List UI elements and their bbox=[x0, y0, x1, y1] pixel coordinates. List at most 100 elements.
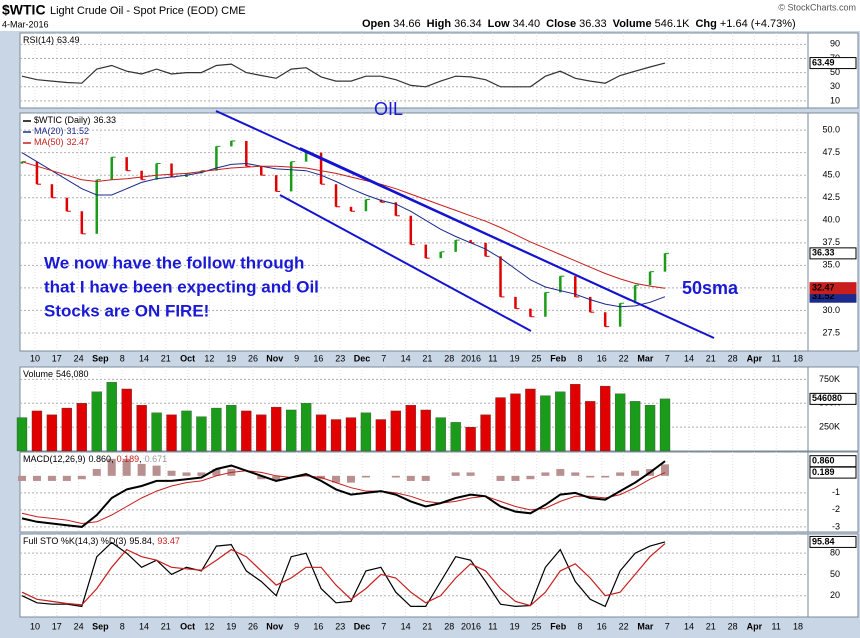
value-badge bbox=[809, 247, 857, 260]
histogram-bar bbox=[92, 469, 101, 476]
x-tick-label: Mar bbox=[637, 353, 654, 363]
value-badge bbox=[809, 282, 857, 295]
histogram-bar bbox=[272, 475, 281, 481]
volume-bar bbox=[76, 403, 87, 452]
quote: Open 34.66 High 36.34 Low 34.40 Close 36.33 Volu… bbox=[362, 18, 796, 30]
value-badge bbox=[809, 57, 857, 70]
x-tick-label: 11 bbox=[488, 621, 497, 631]
volume-bar bbox=[16, 417, 28, 452]
y-tick-label: 20 bbox=[830, 590, 840, 600]
histogram-bar bbox=[631, 470, 640, 476]
volume-bar bbox=[226, 405, 237, 452]
x-tick-label: 28 bbox=[728, 353, 738, 363]
y-tick-label: -2 bbox=[832, 504, 840, 514]
histogram-bar bbox=[541, 472, 550, 476]
volume-bar bbox=[256, 414, 267, 452]
series-line bbox=[21, 161, 666, 289]
value-badge-label: 0.189 bbox=[812, 467, 835, 477]
value-badge-label: 0.860 bbox=[812, 456, 835, 466]
x-tick-label: 21 bbox=[161, 353, 171, 363]
volume-bar bbox=[555, 391, 566, 452]
volume-bar bbox=[510, 393, 521, 452]
x-tick-label: 26 bbox=[248, 621, 258, 631]
volume-bar bbox=[629, 401, 641, 452]
y-tick-label: -1 bbox=[832, 487, 840, 497]
histogram-bar bbox=[586, 475, 595, 478]
x-tick-label: 23 bbox=[335, 621, 345, 631]
x-tick-label: 2016 bbox=[461, 621, 481, 631]
volume-bar bbox=[570, 384, 581, 452]
x-tick-label: 7 bbox=[665, 353, 670, 363]
quote-value: 36.33 bbox=[579, 18, 607, 30]
histogram-bar bbox=[32, 475, 41, 481]
panel-bg bbox=[19, 533, 859, 618]
x-tick-label: 18 bbox=[793, 353, 803, 363]
y-tick-label: 45.0 bbox=[822, 170, 840, 180]
volume-bar bbox=[151, 412, 162, 452]
x-tick-label: 24 bbox=[74, 353, 84, 363]
x-tick-label: Feb bbox=[550, 353, 567, 363]
x-tick-label: 19 bbox=[510, 353, 520, 363]
x-tick-label: 12 bbox=[204, 353, 214, 363]
x-tick-label: 22 bbox=[619, 353, 629, 363]
volume-bar bbox=[420, 409, 431, 452]
x-tick-label: 10 bbox=[30, 353, 40, 363]
x-tick-label: 14 bbox=[139, 621, 149, 631]
legend-entry: MA(50) 32.47 bbox=[34, 137, 89, 147]
histogram-bar bbox=[257, 475, 266, 480]
volume-bar bbox=[644, 405, 656, 452]
x-tick-label: 12 bbox=[204, 621, 214, 631]
trendlines bbox=[215, 110, 715, 339]
trendline bbox=[299, 147, 631, 301]
y-tick-label: 30 bbox=[830, 81, 840, 91]
x-tick-label: Dec bbox=[354, 353, 371, 363]
x-tick-label: Nov bbox=[266, 621, 283, 631]
quote-value: 34.40 bbox=[513, 18, 541, 30]
volume-bar bbox=[121, 388, 132, 452]
histogram-bar bbox=[526, 475, 535, 480]
histogram-bar bbox=[182, 472, 191, 476]
histogram-bar bbox=[496, 475, 505, 481]
x-tick-label: 22 bbox=[619, 621, 629, 631]
y-tick-label: 35.0 bbox=[822, 260, 840, 270]
histogram-bar bbox=[18, 475, 26, 481]
x-tick-label: 26 bbox=[248, 353, 258, 363]
y-tick-label: 47.5 bbox=[822, 147, 840, 157]
series-line bbox=[21, 543, 666, 607]
x-tick-label: 7 bbox=[381, 353, 386, 363]
annotation: Stocks are ON FIRE! bbox=[44, 301, 209, 320]
legend-name: MA(20) bbox=[34, 126, 64, 136]
x-tick-label: Oct bbox=[180, 353, 195, 363]
x-tick-label: Apr bbox=[747, 621, 763, 631]
x-tick-label: 17 bbox=[52, 353, 62, 363]
y-tick-label: 750K bbox=[819, 374, 840, 384]
histogram-bar bbox=[332, 475, 341, 483]
x-tick-label: 21 bbox=[422, 353, 432, 363]
volume-bar bbox=[106, 382, 117, 452]
legend-separator: , bbox=[111, 454, 114, 464]
x-tick-label: 7 bbox=[381, 621, 386, 631]
x-tick-label: 14 bbox=[401, 353, 411, 363]
x-tick-label: 19 bbox=[226, 621, 236, 631]
series-line bbox=[21, 460, 666, 528]
volume-bar bbox=[435, 417, 446, 452]
legend-value: 95.84 bbox=[129, 536, 152, 546]
legend-value: 546,080 bbox=[56, 369, 89, 379]
volume-bar bbox=[271, 406, 282, 452]
x-tick-label: 8 bbox=[120, 353, 125, 363]
quote-label: High bbox=[427, 18, 452, 30]
symbol: $WTIC bbox=[2, 2, 46, 18]
volume-bar bbox=[181, 410, 192, 452]
x-tick-label: 25 bbox=[531, 353, 541, 363]
volume-bar bbox=[600, 385, 611, 452]
legend-value: 32.47 bbox=[67, 137, 90, 147]
x-tick-label: 8 bbox=[577, 353, 582, 363]
volume-bar bbox=[375, 419, 387, 452]
y-tick-label: 37.5 bbox=[822, 237, 840, 247]
x-tick-label: 8 bbox=[120, 621, 125, 631]
x-tick-label: 21 bbox=[422, 621, 432, 631]
histogram-bar bbox=[197, 472, 206, 476]
value-badge bbox=[809, 535, 857, 548]
volume-bar bbox=[286, 409, 297, 452]
legend-title: MACD(12,26,9) bbox=[23, 454, 86, 464]
